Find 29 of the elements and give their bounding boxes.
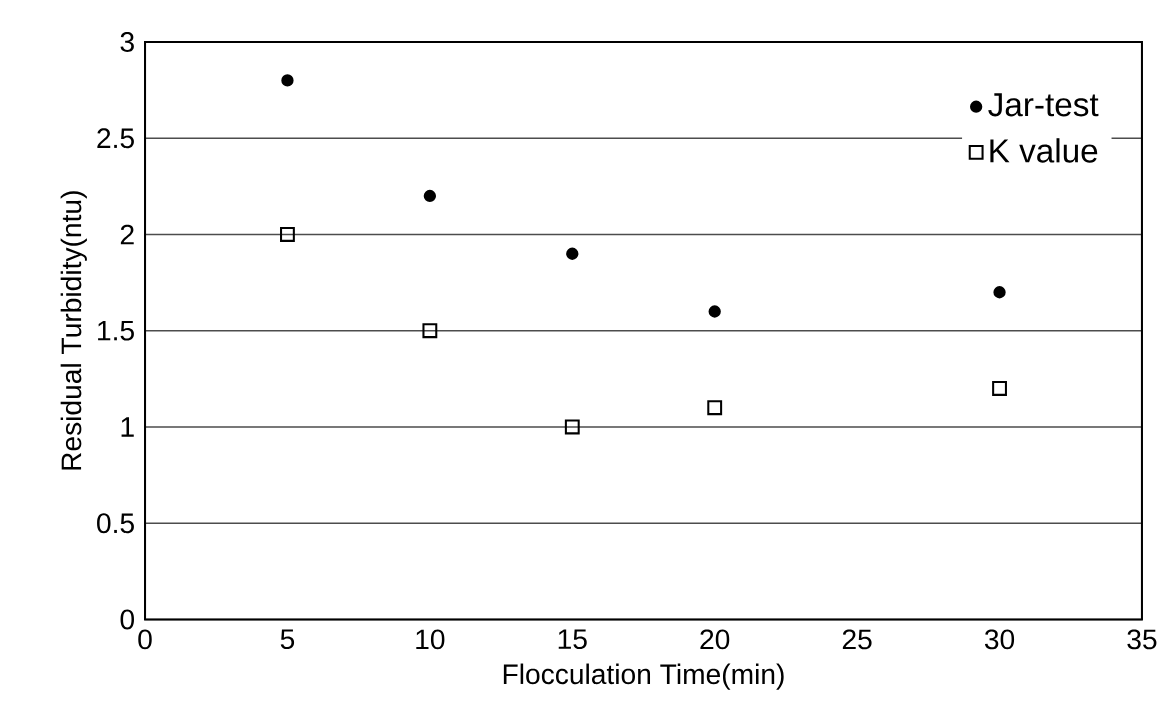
x-tick-label: 25	[842, 629, 872, 650]
point	[280, 226, 295, 242]
point	[708, 305, 721, 318]
x-axis-title: Flocculation Time(min)	[503, 663, 784, 690]
x-tick-label: 30	[984, 629, 1015, 650]
x-tick-label: 5	[280, 629, 295, 649]
x-tick-label: 20	[700, 629, 730, 650]
y-tick-label: 0	[120, 609, 134, 630]
point	[566, 247, 579, 260]
point	[992, 380, 1007, 396]
y-tick-label: 2	[120, 224, 134, 245]
point	[422, 323, 438, 338]
x-tick-label: 35	[1127, 629, 1157, 650]
legend-label: K value	[990, 138, 1098, 163]
point	[707, 400, 723, 415]
point	[423, 189, 437, 202]
y-tick-label: 0.5	[97, 513, 134, 534]
y-tick-label: 1	[121, 417, 134, 437]
y-axis-title: Residual Turbidity(ntu)	[60, 191, 87, 470]
point	[564, 419, 580, 435]
x-tick-label: 0	[138, 629, 152, 650]
point	[993, 285, 1006, 299]
y-tick-label: 1.5	[98, 320, 134, 341]
x-tick-label: 10	[416, 629, 445, 650]
x-tick-label: 15	[558, 629, 587, 649]
y-tick-label: 3	[120, 31, 134, 52]
point	[281, 74, 294, 87]
y-tick-label: 2.5	[97, 128, 134, 149]
legend-label: Jar-test	[988, 92, 1099, 117]
